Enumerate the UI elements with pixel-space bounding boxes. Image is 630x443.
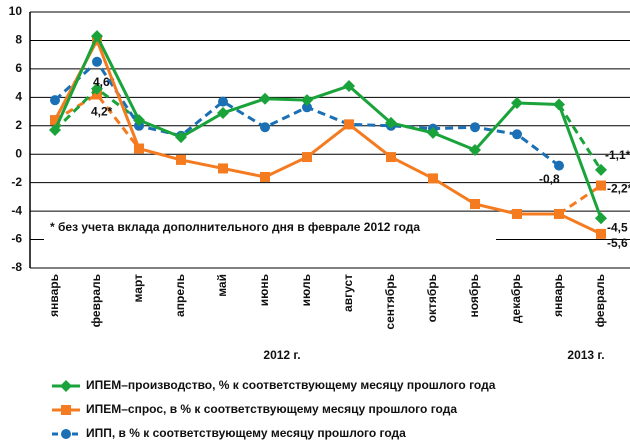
x-tick-label: ноябрь [467,274,481,318]
x-tick-label: апрель [173,274,187,317]
marker [259,92,271,105]
marker [596,180,606,191]
marker [217,106,229,119]
marker [60,380,72,392]
marker [343,79,355,92]
x-tick-label: март [131,274,145,303]
data-label: -1,1* [605,148,630,162]
y-tick-label: 2 [15,118,22,132]
marker [176,154,186,165]
marker [133,114,145,127]
marker [596,228,606,239]
marker [302,102,312,113]
marker [553,98,565,111]
annotation-box [44,216,496,240]
year-label: 2012 г. [263,348,300,362]
marker [91,82,103,95]
legend-label: ИПЕМ–спрос, в % к соответствующему месяц… [86,402,457,416]
marker [50,115,60,126]
x-tick-label: декабрь [509,274,523,323]
y-tick-label: -4 [11,203,22,217]
y-tick-label: 6 [15,61,22,75]
y-tick-label: 0 [15,146,22,160]
y-tick-label: 10 [9,4,23,18]
marker [302,152,312,163]
marker [595,163,607,176]
marker [61,405,71,415]
legend-label: ИПП, в % к соответствующему месяцу прошл… [86,426,406,440]
x-tick-label: октябрь [425,274,439,322]
x-tick-label: сентябрь [383,274,397,330]
marker [512,129,522,140]
marker [470,199,480,209]
marker [511,97,523,110]
data-label: -2,2* [607,182,630,196]
marker [175,131,187,144]
marker [260,171,270,182]
data-label: 4,6* [93,75,115,89]
x-tick-label: июль [299,274,313,306]
x-tick-label: февраль [593,274,607,327]
y-tick-label: 8 [15,33,22,47]
year-label: 2013 г. [567,348,604,362]
marker [91,30,103,43]
x-tick-label: июнь [257,274,271,306]
marker [595,212,607,225]
series-line [53,34,603,219]
x-tick-label: август [341,274,355,312]
marker [469,143,481,156]
marker [554,208,564,219]
data-label: 4,2* [91,105,113,119]
series-line [53,60,560,167]
series-line [53,38,602,236]
y-tick-label: 4 [15,90,22,104]
x-tick-label: январь [47,274,61,317]
marker [260,122,270,133]
marker [92,56,102,67]
data-label: -4,5 [607,220,628,234]
legend-label: ИПЕМ–производство, % к соответствующему … [86,378,496,392]
x-tick-label: январь [551,274,565,317]
marker [218,96,228,107]
marker [386,152,396,163]
y-tick-label: -8 [11,260,22,274]
x-tick-label: май [215,274,229,297]
marker [134,143,144,154]
marker [512,208,522,219]
y-tick-label: -2 [11,175,22,189]
data-label: -0,8 [539,172,560,186]
marker [385,116,397,129]
marker [344,119,354,130]
marker [61,429,71,439]
y-tick-label: -6 [11,232,22,246]
marker [470,122,480,133]
marker [301,94,313,107]
series-line [54,92,602,216]
marker [218,163,228,174]
marker [49,124,61,137]
marker [50,95,60,106]
annotation: * без учета вклада дополнительного дня в… [50,220,420,234]
x-tick-label: февраль [89,274,103,327]
data-label: -5,6 [607,236,628,250]
marker [427,126,439,139]
marker [428,173,438,184]
marker [554,160,564,171]
